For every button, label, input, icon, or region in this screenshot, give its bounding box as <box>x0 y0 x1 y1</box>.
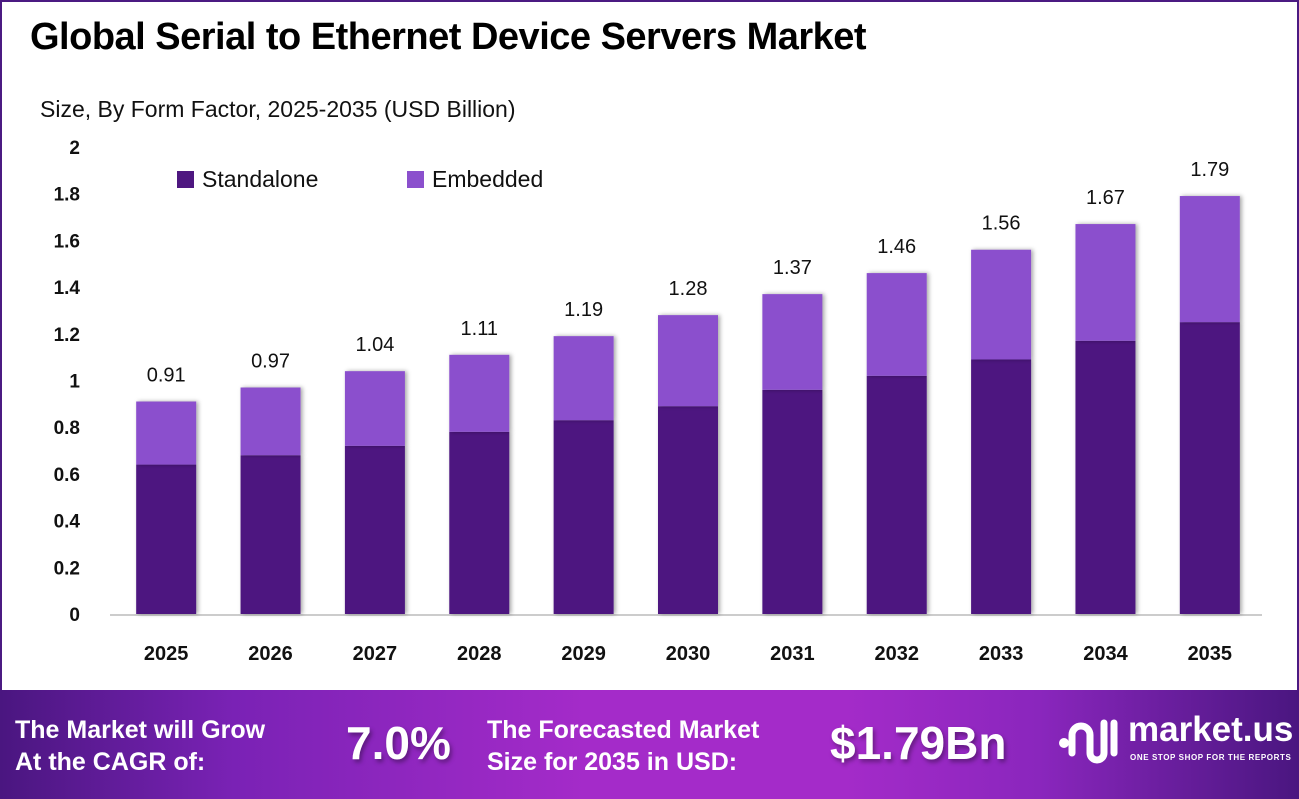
legend-label-standalone: Standalone <box>202 166 318 192</box>
bar-embedded-2029 <box>553 336 614 421</box>
bar-standalone-2033 <box>971 359 1032 614</box>
data-label-total: 1.46 <box>877 236 916 258</box>
y-tick-label: 0.8 <box>54 418 80 439</box>
x-tick-label: 2035 <box>1188 643 1233 665</box>
y-tick-label: 1.6 <box>54 231 80 252</box>
forecast-label: The Forecasted Market Size for 2035 in U… <box>487 714 759 778</box>
y-tick-label: 1 <box>69 372 80 393</box>
forecast-label-line1: The Forecasted Market <box>487 716 760 744</box>
x-tick-label: 2030 <box>666 643 711 665</box>
data-label-total: 1.79 <box>1190 159 1229 181</box>
legend-swatch-embedded <box>407 171 424 188</box>
y-tick-label: 0.6 <box>54 465 80 486</box>
x-tick-label: 2028 <box>457 643 502 665</box>
bar-standalone-2030 <box>658 406 718 614</box>
footer-banner: The Market will Grow At the CAGR of: 7.0… <box>0 690 1299 799</box>
data-label-total: 1.04 <box>355 334 394 356</box>
y-tick-label: 0 <box>69 605 80 626</box>
bar-embedded-2035 <box>1179 196 1240 323</box>
data-label-total: 1.56 <box>982 213 1021 235</box>
market-us-logo-icon <box>1059 719 1118 764</box>
data-label-total: 1.28 <box>669 278 708 300</box>
bar-embedded-2030 <box>658 315 718 407</box>
x-tick-label: 2025 <box>144 643 189 665</box>
y-tick-label: 1.8 <box>54 185 80 206</box>
data-label-total: 0.91 <box>147 365 186 387</box>
x-tick-label: 2032 <box>874 643 919 665</box>
y-tick-label: 1.4 <box>54 278 81 299</box>
cagr-label-line2: At the CAGR of: <box>15 748 206 776</box>
bar-standalone-2031 <box>762 389 823 614</box>
y-tick-label: 2 <box>69 138 80 159</box>
bar-standalone-2025 <box>136 464 197 614</box>
y-tick-label: 1.2 <box>54 325 80 346</box>
forecast-label-line2: Size for 2035 in USD: <box>487 748 738 776</box>
bar-standalone-2034 <box>1075 340 1136 614</box>
bar-standalone-2027 <box>344 445 405 614</box>
bar-chart: 0 0.2 0.4 0.6 0.8 1 1.2 1.4 1.6 1.8 2 0.91 2025 0.97 2… <box>54 138 1262 665</box>
bar-standalone-2029 <box>553 420 614 614</box>
cagr-label-line1: The Market will Grow <box>15 716 266 744</box>
brand-name: market.us <box>1128 710 1294 749</box>
chart-subtitle: Size, By Form Factor, 2025-2035 (USD Bil… <box>40 96 516 122</box>
bar-embedded-2031 <box>762 294 823 390</box>
bar-standalone-2032 <box>866 375 927 614</box>
data-label-total: 1.19 <box>564 299 603 321</box>
x-tick-label: 2029 <box>561 643 606 665</box>
bar-embedded-2028 <box>449 354 510 432</box>
forecast-value: $1.79Bn <box>830 717 1007 769</box>
x-tick-label: 2033 <box>979 643 1024 665</box>
y-tick-label: 0.4 <box>54 512 81 533</box>
bar-embedded-2034 <box>1075 224 1136 341</box>
data-label-total: 0.97 <box>251 351 290 373</box>
y-tick-label: 0.2 <box>54 558 80 579</box>
bar-standalone-2026 <box>240 455 301 614</box>
bar-embedded-2033 <box>971 249 1032 360</box>
x-tick-label: 2031 <box>770 643 815 665</box>
bar-embedded-2025 <box>136 401 197 465</box>
brand-tagline: ONE STOP SHOP FOR THE REPORTS <box>1130 753 1292 762</box>
x-tick-label: 2027 <box>353 643 398 665</box>
bar-embedded-2032 <box>866 273 927 376</box>
legend-label-embedded: Embedded <box>432 166 543 192</box>
cagr-value: 7.0% <box>346 717 451 769</box>
x-tick-label: 2026 <box>248 643 293 665</box>
bar-standalone-2028 <box>449 431 510 614</box>
legend-swatch-standalone <box>177 171 194 188</box>
cagr-label: The Market will Grow At the CAGR of: <box>15 714 265 778</box>
x-tick-label: 2034 <box>1083 643 1128 665</box>
bar-embedded-2026 <box>240 387 301 456</box>
chart-title: Global Serial to Ethernet Device Servers… <box>30 16 867 58</box>
data-label-total: 1.11 <box>461 318 498 340</box>
data-label-total: 1.67 <box>1086 187 1125 209</box>
data-label-total: 1.37 <box>773 257 812 279</box>
bar-standalone-2035 <box>1179 322 1240 614</box>
bar-embedded-2027 <box>344 371 405 446</box>
